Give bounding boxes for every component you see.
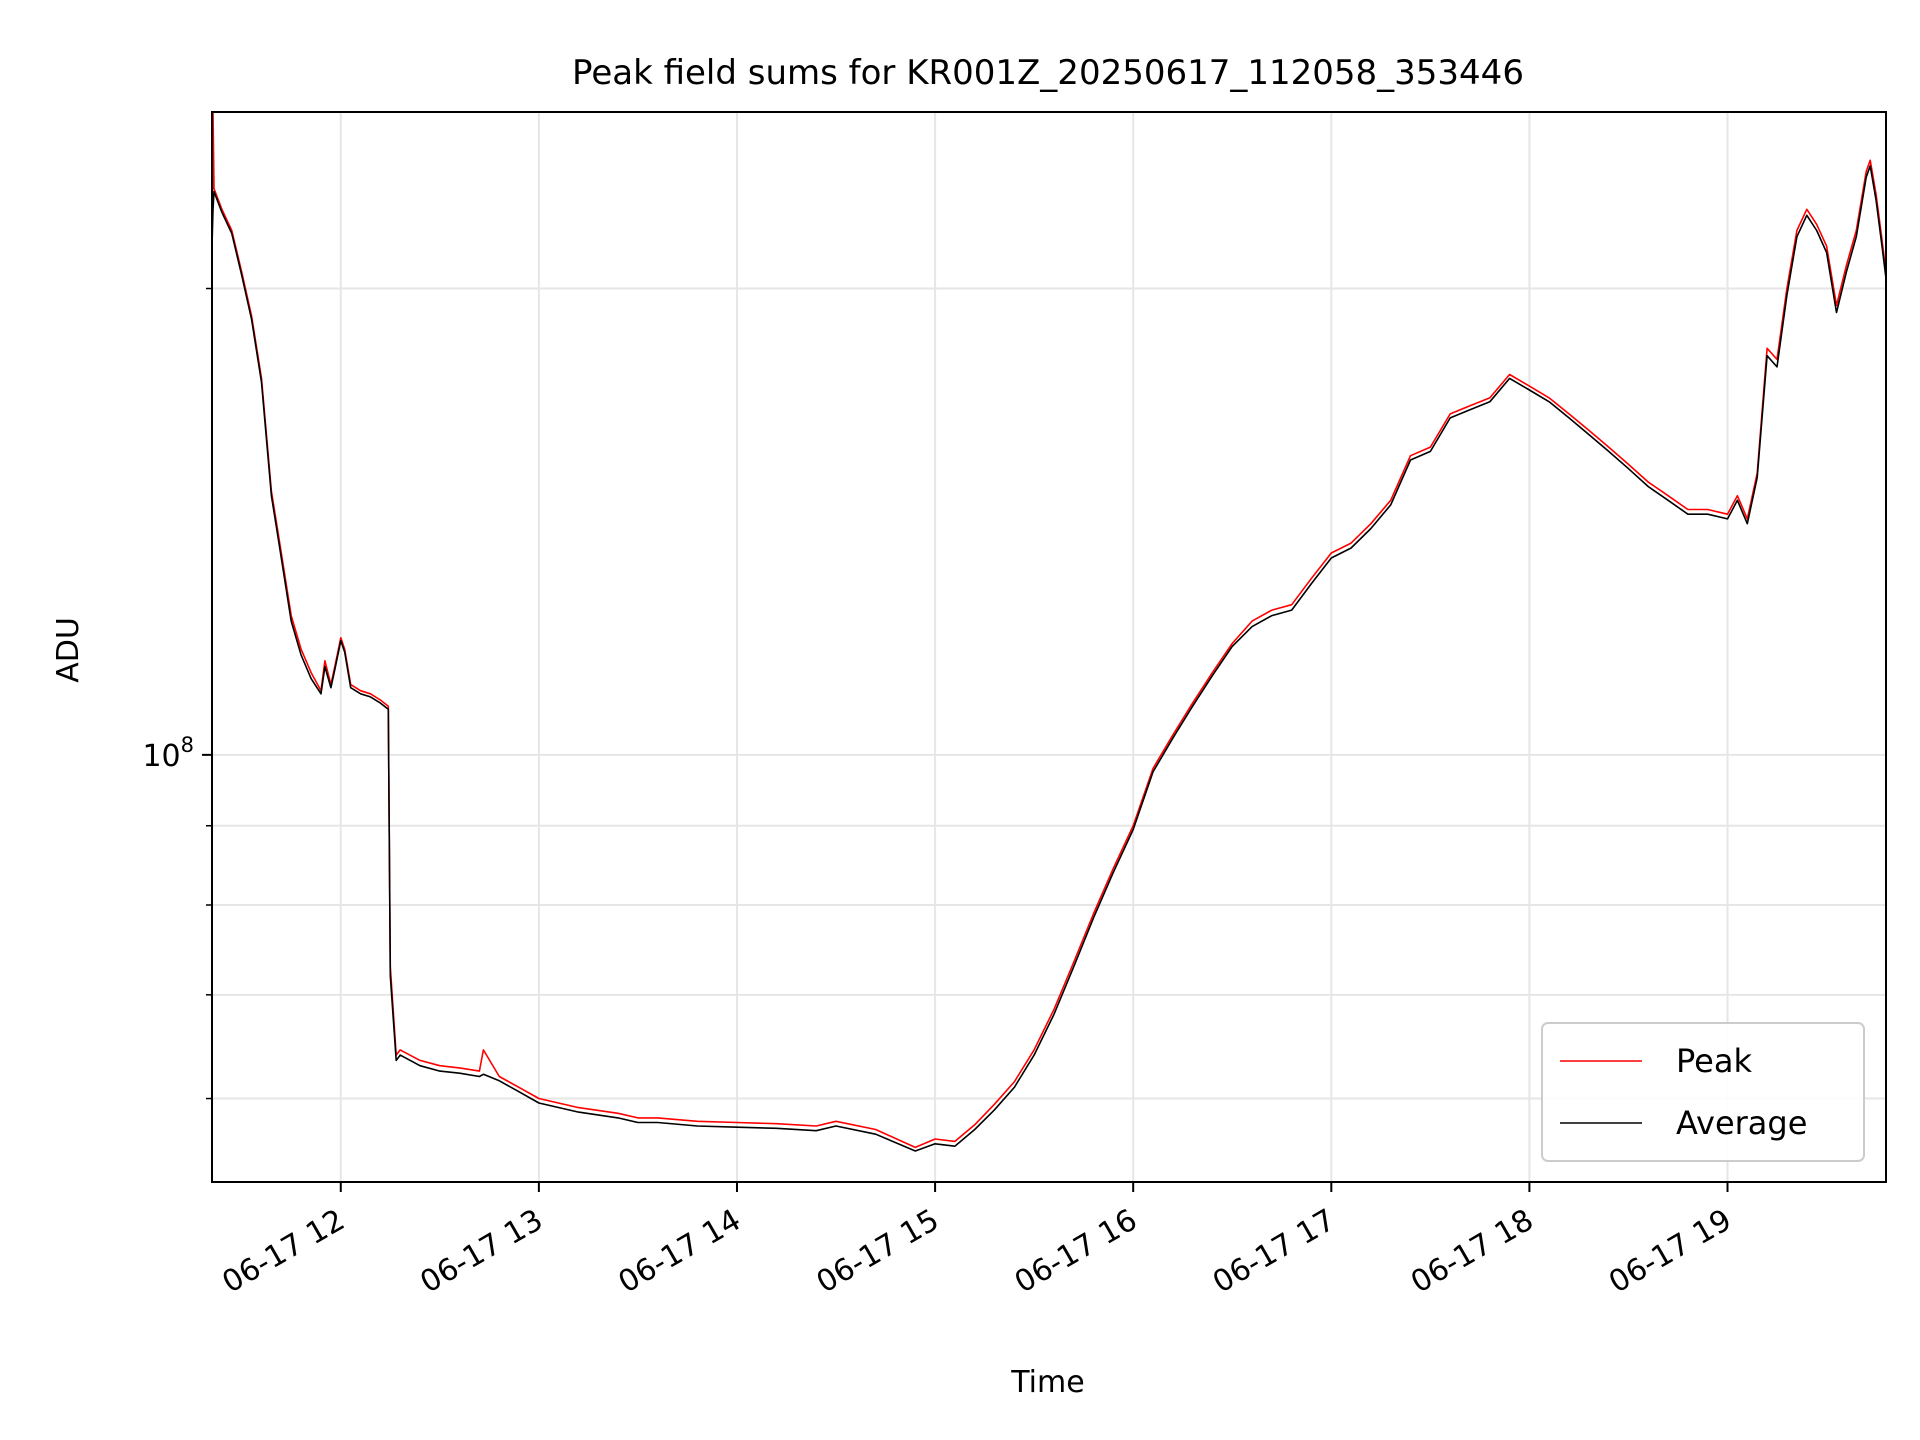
- legend: Peak Average: [1541, 1022, 1865, 1162]
- chart-title: Peak field sums for KR001Z_20250617_1120…: [572, 53, 1524, 93]
- y-axis-ticks: 108: [142, 287, 212, 1100]
- series-line-average: [212, 165, 1886, 1152]
- x-axis-label: Time: [1010, 1365, 1084, 1400]
- y-tick-label: 108: [142, 733, 194, 774]
- legend-box: [1541, 1022, 1865, 1162]
- plot-area-frame: [211, 111, 1887, 1183]
- y-axis-label: ADU: [51, 617, 86, 683]
- legend-label-average: Average: [1676, 1104, 1807, 1142]
- legend-label-peak: Peak: [1676, 1042, 1752, 1080]
- series-group: [212, 112, 1886, 1152]
- grid-lines: [212, 112, 1886, 1182]
